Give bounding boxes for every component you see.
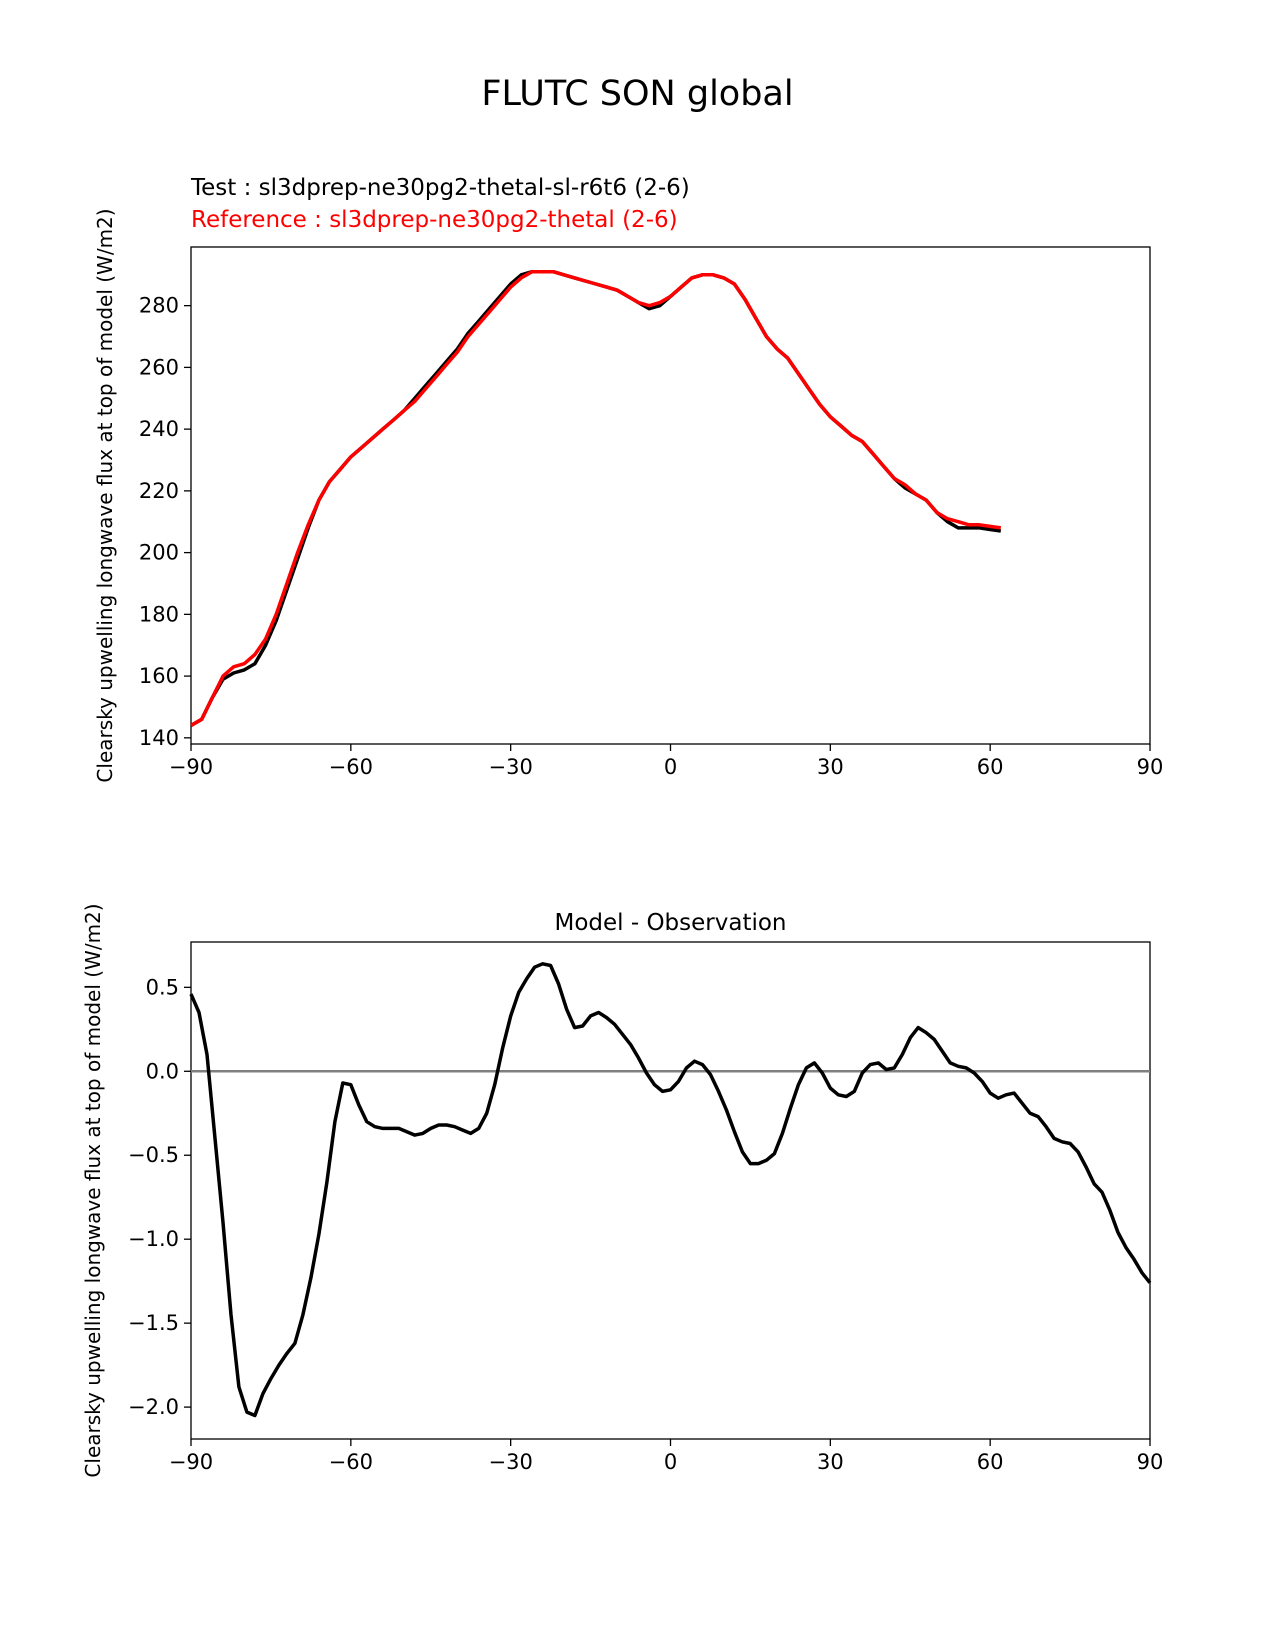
diff-x-tick-label: 90 [1137,1450,1164,1474]
top-axes-frame [190,246,1151,745]
diff-x-tick-label: 60 [977,1450,1004,1474]
diff-y-tick-label: −1.0 [128,1227,179,1251]
top-y-tick-label: 160 [139,664,179,688]
test-label: Test : sl3dprep-ne30pg2-thetal-sl-r6t6 (… [191,175,690,201]
reference-label: Reference : sl3dprep-ne30pg2-thetal (2-6… [191,207,678,233]
top-x-tick-label: −30 [489,755,533,779]
reference-series-line [190,269,1002,728]
diff-y-tick-label: 0.5 [146,975,179,999]
diff-axes-title: Model - Observation [554,910,786,936]
top-line-plot: −90 −60 −30 0 30 60 90 140 160 180 200 220 240 260 280… [93,208,1163,782]
diff-x-tick-label: 0 [664,1450,677,1474]
top-x-tick-label: −90 [169,755,213,779]
top-y-axis-label: Clearsky upwelling longwave flux at top … [93,208,117,782]
figure-title: FLUTC SON global [481,74,794,114]
diff-y-tick-label: −1.5 [128,1311,179,1335]
top-x-tick-label: −60 [329,755,373,779]
diff-axes-frame [190,941,1151,1440]
diff-x-tick-label: −60 [329,1450,373,1474]
diff-y-tick-label: −0.5 [128,1143,179,1167]
top-x-tick-label: 0 [664,755,677,779]
top-y-tick-label: 220 [139,479,179,503]
top-y-tick-label: 140 [139,726,179,750]
top-x-tick-label: 90 [1137,755,1164,779]
top-y-tick-label: 240 [139,417,179,441]
diff-y-axis-label: Clearsky upwelling longwave flux at top … [81,903,105,1477]
top-y-tick-label: 280 [139,294,179,318]
top-x-tick-label: 60 [977,755,1004,779]
top-x-tick-label: 30 [817,755,844,779]
top-y-tick-label: 200 [139,541,179,565]
top-y-tick-label: 260 [139,355,179,379]
diff-x-tick-label: −30 [489,1450,533,1474]
diff-x-tick-label: −90 [169,1450,213,1474]
difference-line-plot: −90 −60 −30 0 30 60 90 −2.0 −1.5 −1.0 −0.5 0.0 0.5 Cl… [81,903,1163,1477]
diff-y-tick-label: −2.0 [128,1395,179,1419]
diff-y-tick-label: 0.0 [146,1059,179,1083]
difference-series-line [189,962,1152,1418]
diff-x-tick-label: 30 [817,1450,844,1474]
top-y-tick-label: 180 [139,602,179,626]
test-series-line [190,269,1002,728]
